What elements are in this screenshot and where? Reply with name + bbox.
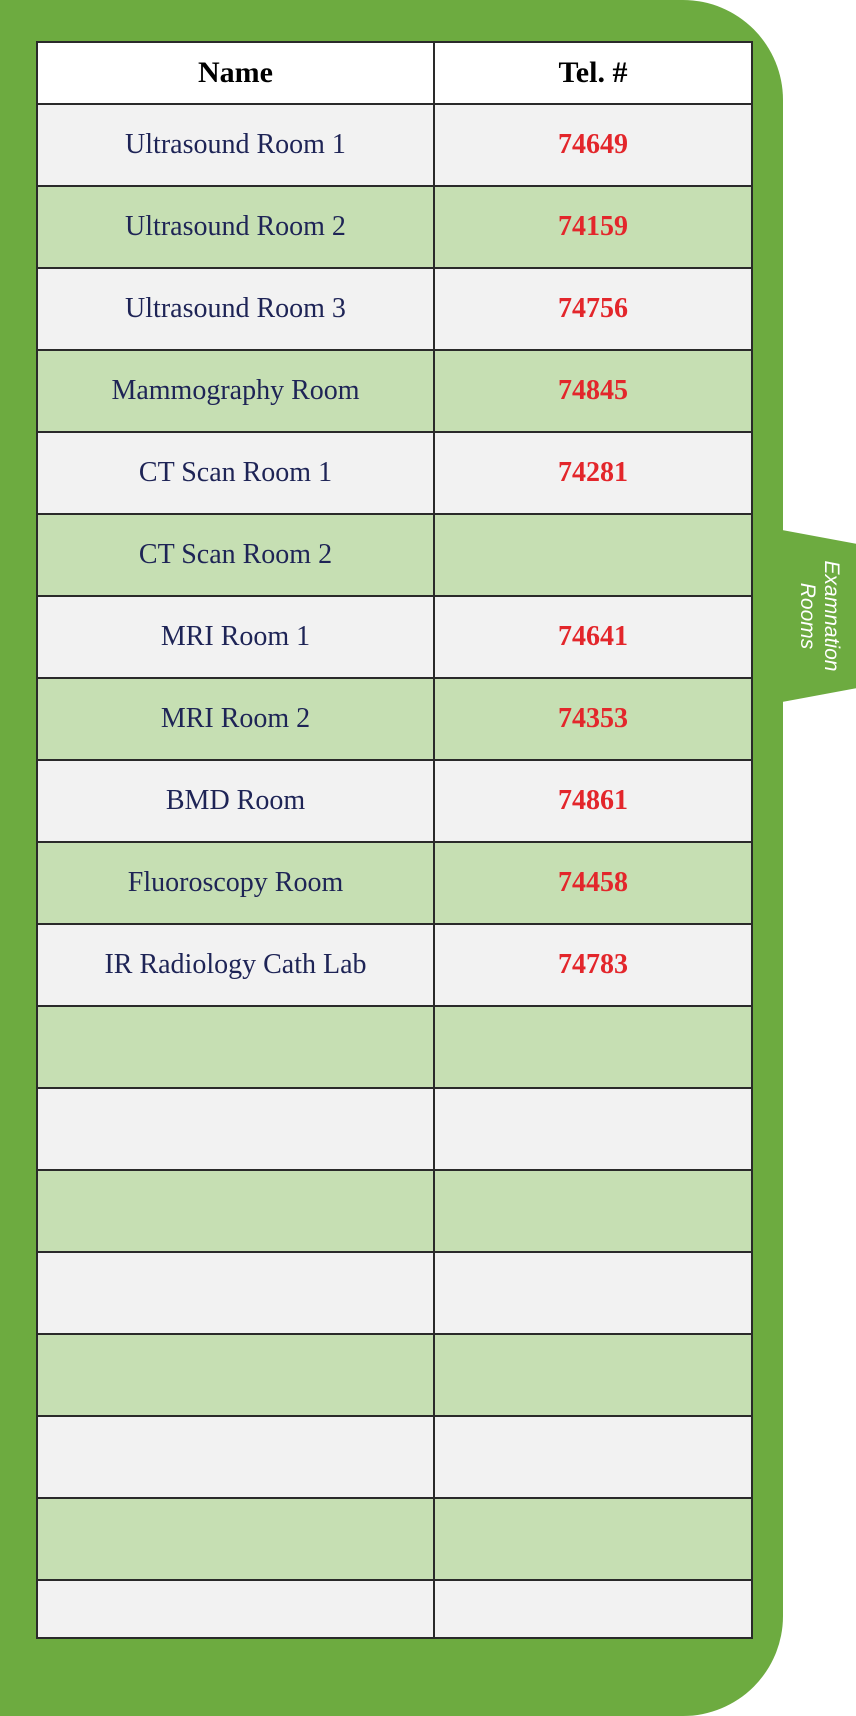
room-name-cell: MRI Room 2 [36, 677, 435, 761]
table-row [36, 1005, 753, 1089]
table-row [36, 1087, 753, 1171]
table-row: IR Radiology Cath Lab 74783 [36, 923, 753, 1007]
table-row: Ultrasound Room 2 74159 [36, 185, 753, 269]
table-row: Mammography Room 74845 [36, 349, 753, 433]
table-row: MRI Room 1 74641 [36, 595, 753, 679]
table-row [36, 1497, 753, 1581]
room-name-cell: Fluoroscopy Room [36, 841, 435, 925]
tel-number-cell [433, 1415, 753, 1499]
table-row [36, 1415, 753, 1499]
tel-number-cell: 74353 [433, 677, 753, 761]
tel-number-cell [433, 1333, 753, 1417]
table-row [36, 1333, 753, 1417]
room-name-cell: MRI Room 1 [36, 595, 435, 679]
tel-number-cell [433, 1087, 753, 1171]
table-row [36, 1579, 753, 1639]
room-name-cell [36, 1415, 435, 1499]
room-name-cell [36, 1169, 435, 1253]
header-row: Name Tel. # [36, 41, 753, 105]
tel-number-cell [433, 1169, 753, 1253]
tel-number-cell: 74861 [433, 759, 753, 843]
table-row: CT Scan Room 2 [36, 513, 753, 597]
room-name-cell [36, 1251, 435, 1335]
tel-number-cell [433, 1251, 753, 1335]
room-name-cell: Ultrasound Room 2 [36, 185, 435, 269]
tel-number-cell: 74783 [433, 923, 753, 1007]
tel-number-cell [433, 1579, 753, 1639]
tel-number-cell [433, 1005, 753, 1089]
tel-number-cell: 74159 [433, 185, 753, 269]
tel-number-cell [433, 513, 753, 597]
table-row: BMD Room 74861 [36, 759, 753, 843]
room-name-cell [36, 1497, 435, 1581]
side-tab: Examnation Rooms [782, 530, 856, 702]
room-name-cell: CT Scan Room 2 [36, 513, 435, 597]
side-tab-label: Examnation Rooms [796, 560, 843, 672]
room-name-cell [36, 1005, 435, 1089]
room-name-cell: CT Scan Room 1 [36, 431, 435, 515]
header-name: Name [36, 41, 435, 105]
room-name-cell: BMD Room [36, 759, 435, 843]
table-row: Ultrasound Room 3 74756 [36, 267, 753, 351]
tel-number-cell: 74641 [433, 595, 753, 679]
table-row: Ultrasound Room 1 74649 [36, 103, 753, 187]
tel-number-cell: 74756 [433, 267, 753, 351]
tel-number-cell: 74458 [433, 841, 753, 925]
table-row: MRI Room 2 74353 [36, 677, 753, 761]
room-name-cell: Ultrasound Room 3 [36, 267, 435, 351]
tel-number-cell: 74845 [433, 349, 753, 433]
room-name-cell: IR Radiology Cath Lab [36, 923, 435, 1007]
room-name-cell [36, 1087, 435, 1171]
tel-number-cell [433, 1497, 753, 1581]
room-name-cell: Mammography Room [36, 349, 435, 433]
table-row: Fluoroscopy Room 74458 [36, 841, 753, 925]
table-row [36, 1169, 753, 1253]
room-name-cell [36, 1333, 435, 1417]
tel-number-cell: 74649 [433, 103, 753, 187]
room-name-cell: Ultrasound Room 1 [36, 103, 435, 187]
table-row: CT Scan Room 1 74281 [36, 431, 753, 515]
header-tel: Tel. # [433, 41, 753, 105]
tel-number-cell: 74281 [433, 431, 753, 515]
phone-directory-table: Name Tel. # Ultrasound Room 1 74649 Ultras… [36, 41, 753, 1639]
table-row [36, 1251, 753, 1335]
room-name-cell [36, 1579, 435, 1639]
